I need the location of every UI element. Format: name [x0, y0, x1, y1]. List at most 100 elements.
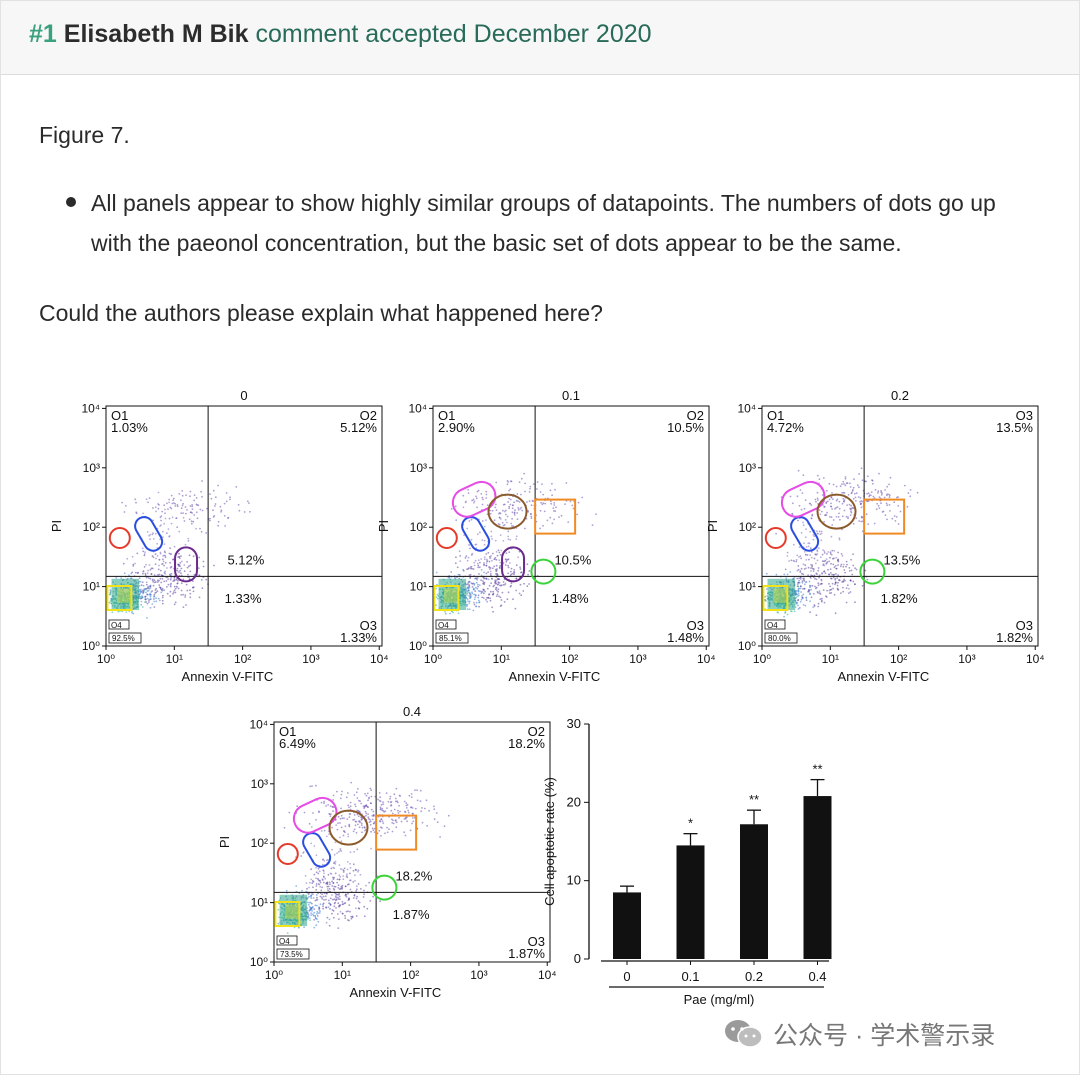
panel-title: 0.1	[562, 388, 580, 403]
red-circle-marker	[108, 527, 131, 549]
x-tick-label: 10⁴	[697, 652, 716, 666]
x-tick-label: 10⁴	[538, 968, 557, 982]
flow-panel: 0.1O12.90%O210.5%O31.48%O485.1%10.5%1.48…	[376, 388, 715, 684]
y-tick-label: 10³	[251, 777, 268, 791]
green-circle-marker	[859, 558, 886, 585]
blue-ellipse-marker	[134, 516, 164, 552]
yellow-square-marker	[106, 585, 133, 611]
quadrant-label: O4	[438, 621, 449, 630]
brown-ellipse-marker	[487, 493, 528, 530]
q4-label-box	[435, 619, 457, 630]
comment-number[interactable]: #1	[29, 20, 57, 48]
x-tick-label: 10⁴	[1026, 652, 1045, 666]
bullet-dot	[66, 197, 76, 207]
x-tick-label: 10⁴	[370, 652, 389, 666]
y-tick-label: 10²	[83, 520, 100, 534]
y-tick-label: 10³	[83, 461, 100, 475]
magenta-ellipse-marker	[780, 480, 826, 518]
brown-ellipse-marker	[816, 493, 857, 530]
quadrant-label: O1	[111, 408, 128, 423]
plot-frame	[432, 405, 710, 647]
panel-title: 0.2	[891, 388, 909, 403]
quadrant-label: O3	[1016, 618, 1033, 633]
q4-label-box	[108, 619, 130, 630]
y-tick-label: 10²	[251, 836, 268, 850]
significance-label: **	[812, 762, 822, 777]
quadrant-value: 1.82%	[996, 630, 1033, 645]
bullet-text: All panels appear to show highly similar…	[91, 190, 996, 256]
watermark: 公众号 · 学术警示录	[723, 1014, 995, 1054]
panel-title: 0.4	[403, 704, 421, 719]
comment-author[interactable]: Elisabeth M Bik	[63, 20, 249, 48]
bullet-list: All panels appear to show highly similar…	[66, 183, 1041, 263]
x-tick-label: 10¹	[493, 652, 510, 666]
y-axis-label: PI	[376, 520, 391, 532]
bar-x-axis-label: Pae (mg/ml)	[684, 992, 755, 1007]
bar-y-tick-label: 20	[567, 794, 581, 809]
x-tick-label: 10¹	[822, 652, 839, 666]
bar-y-tick-label: 10	[567, 873, 581, 888]
significance-label: **	[749, 792, 759, 807]
quadrant-value: 18.2%	[508, 736, 545, 751]
bar	[676, 845, 705, 959]
y-axis-label: PI	[705, 520, 720, 532]
quadrant-value: 80.0%	[768, 634, 791, 643]
x-axis-label: Annexin V-FITC	[350, 985, 442, 1000]
red-circle-marker	[435, 527, 458, 549]
x-axis-label: Annexin V-FITC	[182, 669, 274, 684]
green-circle-marker	[530, 558, 557, 585]
q4-value-box	[435, 632, 469, 644]
region-percent: 13.5%	[883, 552, 920, 567]
y-tick-label: 10⁰	[738, 639, 756, 653]
dense-core-center	[285, 904, 299, 919]
quadrant-value: 73.5%	[280, 950, 303, 959]
region-percent: 10.5%	[554, 552, 591, 567]
quadrant-value: 1.87%	[508, 946, 545, 961]
dense-core-center	[773, 588, 787, 603]
region-percent: 1.82%	[881, 591, 918, 606]
x-tick-label: 10³	[958, 652, 975, 666]
q4-label-box	[764, 619, 786, 630]
y-axis-label: PI	[217, 836, 232, 848]
quadrant-value: 5.12%	[340, 420, 377, 435]
quadrant-label: O2	[528, 724, 545, 739]
bar-y-axis-label: Cell apoptotic rate (%)	[542, 777, 557, 906]
flow-panel: 0O11.03%O25.12%O31.33%O492.5%5.12%1.33%1…	[49, 388, 388, 684]
bar-x-tick-label: 0.2	[745, 969, 763, 984]
region-percent: 1.33%	[225, 591, 262, 606]
y-tick-label: 10¹	[251, 896, 268, 910]
quadrant-label: O3	[360, 618, 377, 633]
list-item: All panels appear to show highly similar…	[66, 183, 1041, 263]
quadrant-label: O3	[1016, 408, 1033, 423]
orange-square-marker	[534, 498, 577, 535]
region-percent: 1.48%	[552, 591, 589, 606]
red-circle-marker	[276, 843, 299, 865]
dense-core-center	[444, 588, 458, 603]
y-tick-label: 10⁰	[82, 639, 100, 653]
quadrant-label: O4	[111, 621, 122, 630]
blue-ellipse-marker	[461, 516, 491, 552]
y-tick-label: 10⁴	[408, 401, 427, 415]
bar-x-tick-label: 0	[623, 969, 630, 984]
q4-value-box	[764, 632, 798, 644]
y-tick-label: 10³	[410, 461, 427, 475]
y-tick-label: 10¹	[739, 580, 756, 594]
quadrant-label: O3	[528, 934, 545, 949]
plot-frame	[105, 405, 383, 647]
quadrant-value: 2.90%	[438, 420, 475, 435]
reviewer-annotations	[274, 796, 418, 927]
bar-x-tick-label: 0.4	[808, 969, 826, 984]
x-tick-label: 10⁰	[97, 652, 115, 666]
wechat-icon	[725, 1020, 763, 1048]
quadrant-label: O1	[767, 408, 784, 423]
yellow-square-marker	[433, 585, 460, 611]
y-tick-label: 10²	[739, 520, 756, 534]
y-tick-label: 10³	[739, 461, 756, 475]
quadrant-value: 85.1%	[439, 634, 462, 643]
question-text: Could the authors please explain what ha…	[39, 300, 603, 326]
figure-7-image: 0O11.03%O25.12%O31.33%O492.5%5.12%1.33%1…	[49, 388, 1045, 1007]
x-tick-label: 10⁰	[424, 652, 442, 666]
flow-panel: 0.4O16.49%O218.2%O31.87%O473.5%18.2%1.87…	[217, 704, 556, 1000]
x-tick-label: 10³	[302, 652, 319, 666]
quadrant-value: 4.72%	[767, 420, 804, 435]
